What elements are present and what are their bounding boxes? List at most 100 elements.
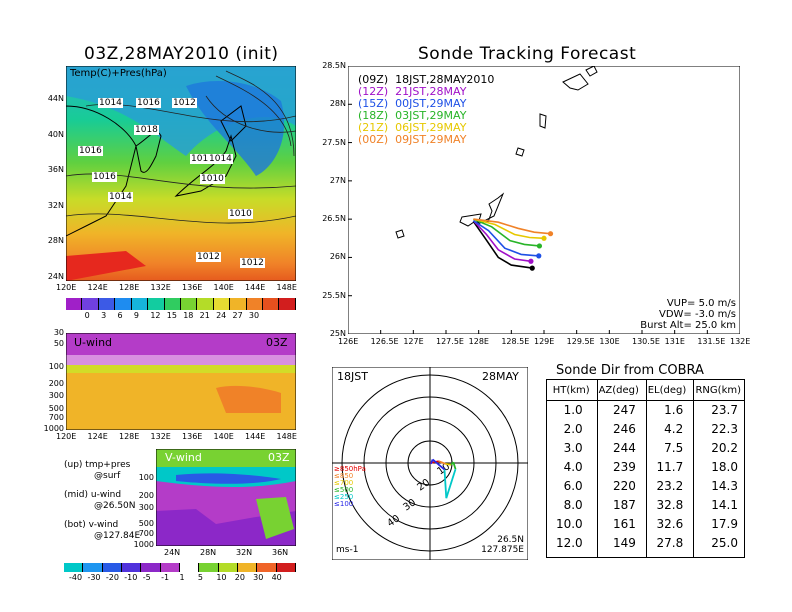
sonde-table-cell: 161 — [613, 516, 636, 531]
map-lat-tick: 24N — [47, 271, 64, 281]
u-wind-pressure-tick: 300 — [48, 391, 64, 400]
track-lat-tick: 28N — [329, 99, 346, 109]
wind-colorbar-swatch — [276, 563, 296, 572]
wind-colorbar-swatch — [257, 563, 277, 572]
ascent-rate: VUP= 5.0 m/s — [666, 298, 736, 309]
track-legend-item: (18Z) 03JST,29MAY — [358, 109, 467, 122]
v-wind-plot — [156, 449, 296, 546]
wind-colorbar-label: 40 — [271, 573, 282, 582]
sonde-table-cell: 17.9 — [711, 516, 738, 531]
map-lon-tick: 128E — [119, 283, 140, 292]
polar-time-label: 18JST — [337, 370, 368, 383]
temperature-colorbar-swatch — [263, 298, 280, 310]
pressure-contour-label: 1014 — [108, 192, 133, 202]
temperature-colorbar — [66, 298, 296, 310]
map-lon-tick: 140E — [213, 283, 234, 292]
pressure-contour-label: 1012 — [196, 252, 221, 262]
temperature-colorbar-swatch — [164, 298, 181, 310]
pressure-level-legend-item: ≤850 — [334, 472, 354, 480]
polar-location: 26.5N 127.875E — [470, 535, 524, 555]
temperature-colorbar-label: 21 — [199, 311, 210, 320]
v-wind-lat-tick: 32N — [236, 548, 253, 557]
wind-colorbar-swatch — [102, 563, 122, 572]
sonde-table-cell: 20.2 — [711, 440, 738, 455]
wind-colorbar-swatch — [160, 563, 180, 572]
temperature-colorbar-label: 12 — [150, 311, 161, 320]
temperature-colorbar-label: 30 — [248, 311, 260, 320]
sonde-table-row: 12.0 149 27.8 25.0 — [547, 533, 744, 552]
temperature-colorbar-swatch — [115, 298, 132, 310]
sonde-table-cell: 11.7 — [656, 459, 684, 474]
map-lon-tick: 136E — [182, 283, 203, 292]
track-lon-tick: 132E — [730, 337, 751, 346]
polar-date-label: 28MAY — [482, 370, 519, 383]
track-lon-tick: 127E — [403, 337, 424, 346]
map-lon-tick: 132E — [150, 283, 171, 292]
map-lon-tick: 144E — [245, 283, 266, 292]
u-wind-plot — [66, 333, 296, 430]
map-lat-tick: 32N — [47, 200, 64, 210]
track-lat-tick: 27N — [329, 175, 346, 185]
sonde-track-line — [473, 218, 540, 247]
hodograph-segment — [452, 461, 457, 470]
left-title: 03Z,28MAY2010 (init) — [84, 44, 279, 64]
temperature-colorbar-swatch — [230, 298, 247, 310]
sonde-track-line — [473, 218, 551, 235]
pressure-contour-label: 1010 — [200, 174, 225, 184]
sonde-table-cell: 14.1 — [711, 497, 738, 512]
sonde-table-cell: 4.2 — [664, 421, 684, 436]
wind-colorbar-swatch — [64, 563, 84, 572]
track-legend-item: (12Z) 21JST,28MAY — [358, 85, 467, 98]
sonde-table-row: 3.0 244 7.5 20.2 — [547, 438, 744, 457]
sonde-table-cell: 8.0 — [563, 497, 583, 512]
sonde-table-row: 8.0 187 32.8 14.1 — [547, 495, 744, 514]
sonde-table-cell: 32.8 — [656, 497, 684, 512]
track-lon-tick: 131.5E — [697, 337, 726, 346]
u-wind-pressure-tick: 200 — [48, 379, 64, 388]
map-lon-tick: 124E — [87, 283, 108, 292]
pressure-contour-label: 1016 — [92, 172, 117, 182]
map-lat-tick: 40N — [47, 129, 64, 139]
u-wind-pressure-tick: 30 — [53, 328, 64, 337]
sonde-table-row: 2.0 246 4.2 22.3 — [547, 419, 744, 438]
polar-unit: ms-1 — [336, 545, 359, 555]
surface-map-label: Temp(C)+Pres(hPa) — [70, 68, 167, 79]
u-wind-pressure-tick: 1000 — [43, 424, 64, 433]
map-lat-tick: 28N — [47, 236, 64, 245]
u-wind-pressure-tick: 500 — [48, 404, 64, 413]
sonde-table-cell: 27.8 — [656, 535, 684, 550]
temperature-colorbar-label: 27 — [232, 311, 243, 320]
sonde-table-cell: 149 — [613, 535, 636, 550]
pressure-level-legend: ≥850hPa ≤850 ≤700 ≤500 ≤250 ≤100 — [334, 466, 366, 508]
track-legend: (09Z) 18JST,28MAY2010 (12Z) 21JST,28MAY (1… — [358, 74, 494, 146]
wind-colorbar-swatch — [141, 563, 161, 572]
sonde-landing-point — [529, 265, 535, 271]
v-wind-pressure-tick: 100 — [138, 473, 154, 482]
sonde-table-cell: 25.0 — [711, 535, 738, 550]
sonde-table-header: HT(km) — [552, 384, 590, 396]
descent-rate: VDW= -3.0 m/s — [659, 309, 736, 320]
pressure-contour-label: 1010 — [228, 209, 253, 219]
polar-location-lon: 127.875E — [481, 545, 524, 555]
sonde-table-cell: 10.0 — [555, 516, 583, 531]
sonde-table-cell: 14.3 — [711, 478, 738, 493]
pressure-level-legend-item: ≤250 — [334, 493, 354, 501]
legend-note-bot-level: @127.84E — [94, 531, 141, 541]
hodograph-segment — [445, 468, 457, 499]
wind-colorbar-label: -20 — [105, 573, 119, 582]
pressure-contour-label: 1014 — [98, 98, 123, 108]
u-wind-time: 03Z — [266, 336, 288, 349]
sonde-table-cell: 246 — [613, 421, 636, 436]
sonde-table-cell: 1.0 — [563, 402, 583, 417]
u-wind-lon-tick: 136E — [182, 432, 203, 441]
wind-colorbar-swatch — [218, 563, 238, 572]
sonde-landing-point — [547, 231, 554, 237]
sonde-table-row: 1.0 247 1.6 23.7 — [547, 400, 744, 419]
panel-legend-notes: (up) tmp+pres @surf (mid) u-wind @26.50N… — [64, 460, 140, 542]
temperature-colorbar-swatch — [246, 298, 264, 310]
u-wind-lon-tick: 124E — [87, 432, 108, 441]
legend-note-mid-level: @26.50N — [94, 501, 136, 511]
track-lon-tick: 130E — [599, 337, 620, 346]
sonde-table-cell: 220 — [613, 478, 636, 493]
